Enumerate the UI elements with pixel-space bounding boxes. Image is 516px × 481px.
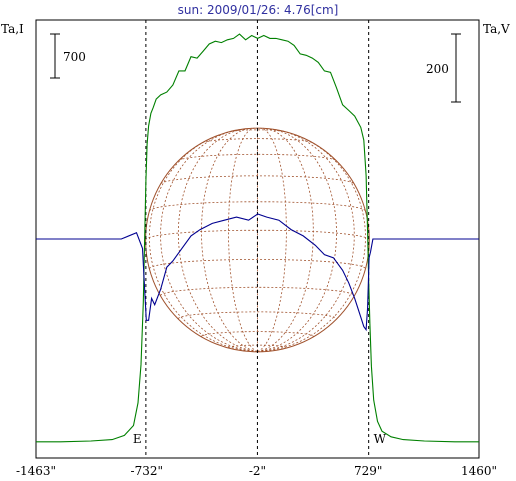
chart-title: sun: 2009/01/26: 4.76[cm]: [178, 3, 339, 17]
grid-meridian: [177, 128, 258, 352]
grid-meridian: [257, 129, 355, 352]
grid-meridian: [160, 129, 258, 352]
x-tick-label: 729": [354, 464, 382, 478]
limb-label-w: W: [374, 432, 387, 446]
grid-meridian: [257, 127, 287, 352]
x-tick-label: -732": [131, 464, 163, 478]
x-tick-label: 1460": [461, 464, 497, 478]
grid-parallel: [201, 331, 314, 337]
grid-parallel: [149, 259, 366, 269]
left-axis-label: Ta,I: [1, 22, 24, 36]
grid-meridian: [257, 128, 337, 352]
right-scale-label: 200: [426, 62, 449, 76]
grid-parallel: [178, 153, 337, 161]
right-axis-label: Ta,V: [483, 22, 510, 36]
x-tick-label: -1463": [16, 464, 56, 478]
grid-parallel: [230, 129, 285, 132]
left-scale-bar: [50, 33, 60, 79]
grid-parallel: [160, 175, 355, 184]
grid-meridian: [201, 127, 258, 352]
right-scale-bar: [451, 33, 461, 103]
left-scale-label: 700: [63, 50, 86, 64]
grid-meridian: [257, 127, 314, 352]
grid-parallel: [177, 311, 337, 319]
grid-parallel: [202, 138, 313, 144]
grid-meridian: [257, 134, 366, 352]
series-v-line: [36, 213, 479, 332]
x-tick-label: -2": [249, 464, 266, 478]
grid-meridian: [148, 134, 258, 352]
series-i-line: [36, 33, 479, 443]
grid-meridian: [228, 127, 258, 352]
limb-label-e: E: [133, 432, 142, 446]
